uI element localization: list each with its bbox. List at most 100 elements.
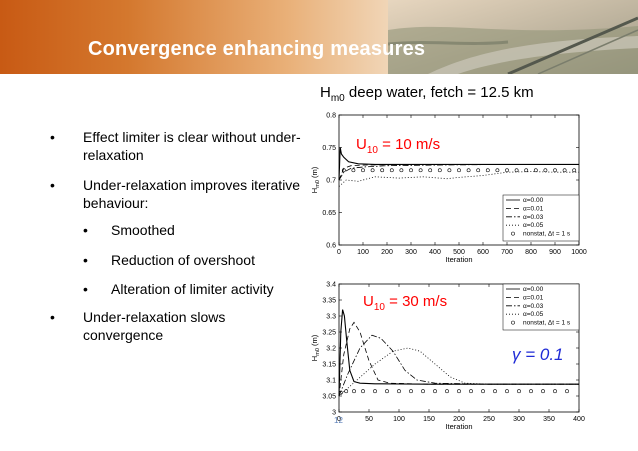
series-marker (447, 168, 452, 173)
series-marker (389, 168, 394, 173)
y-tick-label: 3.2 (326, 346, 336, 353)
series-marker (341, 168, 346, 173)
series-marker (352, 389, 356, 394)
plot-heading-main: H (320, 84, 331, 101)
series-marker (553, 168, 557, 173)
series-marker (466, 168, 471, 173)
series-line (338, 334, 579, 397)
series-marker (476, 168, 481, 173)
legend-marker (511, 231, 515, 236)
series-marker (505, 389, 509, 394)
legend-label: α=0.01 (523, 294, 544, 301)
series-marker (529, 389, 533, 394)
series-marker (380, 168, 385, 173)
series-marker (493, 389, 497, 394)
legend-label: nonstat, Δt = 1 s (523, 320, 571, 327)
y-tick-label: 0.6 (326, 243, 336, 250)
sub-bullet-text: Smoothed (111, 222, 175, 238)
x-tick-label: 800 (525, 249, 537, 256)
series-marker (370, 168, 375, 173)
y-tick-label: 3.4 (326, 282, 336, 289)
bullet-text: Effect limiter is clear without under-re… (83, 129, 301, 163)
legend-label: nonstat, Δt = 1 s (523, 231, 571, 238)
series-marker (457, 389, 461, 394)
chart-u10-10: 0 100 200 300 400 500 600 700 800 900 1000 0.6 0.65 0… (310, 113, 587, 265)
series-marker (524, 168, 529, 173)
x-tick-label: 0 (337, 416, 341, 423)
legend-marker (511, 320, 515, 325)
y-axis-label: Hm0 (m) (310, 166, 321, 193)
x-tick-label: 900 (549, 249, 561, 256)
header-photo (388, 0, 638, 74)
series-marker (572, 168, 577, 173)
bullet-glyph: • (83, 252, 88, 268)
series-marker (361, 168, 365, 173)
series-marker (428, 168, 433, 173)
y-tick-label: 0.75 (322, 145, 336, 152)
x-tick-label: 250 (483, 416, 495, 423)
series-marker (485, 168, 490, 173)
bullet-text: Under-relaxation improves iterative beha… (83, 177, 301, 211)
bullet-glyph: • (83, 222, 88, 238)
legend-box (502, 283, 580, 331)
x-tick-label: 150 (423, 416, 435, 423)
series-marker (421, 389, 425, 394)
slide-title: Convergence enhancing measures (88, 38, 426, 60)
series-marker (373, 389, 377, 394)
x-tick-label: 300 (513, 416, 525, 423)
sub-bullet-text: Reduction of overshoot (111, 252, 255, 268)
x-tick-label: 600 (477, 249, 489, 256)
series-marker (361, 389, 365, 394)
series-marker (437, 168, 442, 173)
plot-heading: Hm0 deep water, fetch = 12.5 km (320, 84, 534, 104)
series-marker (344, 389, 349, 394)
series-marker (517, 389, 521, 394)
x-tick-label: 350 (543, 416, 555, 423)
gamma-label: γ = 0.1 (512, 345, 564, 364)
chart-u10-30: 0 50 100 150 200 250 300 350 400 3 3.05 3.1 3.15 3.2 3… (310, 282, 585, 432)
series-marker (565, 389, 569, 394)
legend-label: α=0.05 (523, 311, 544, 318)
x-tick-label: 700 (501, 249, 513, 256)
bullet-glyph: • (50, 177, 55, 193)
series-marker (481, 389, 485, 394)
legend-label: α=0.01 (523, 205, 544, 212)
y-tick-label: 3.25 (322, 330, 336, 337)
series-marker (418, 168, 423, 173)
y-axis-label: Hm0 (m) (310, 334, 321, 361)
bullet-glyph: • (83, 281, 88, 297)
series-marker (553, 389, 557, 394)
x-tick-label: 500 (453, 249, 465, 256)
y-tick-label: 3.05 (322, 394, 336, 401)
sub-bullet-text: Alteration of limiter activity (111, 281, 274, 297)
series-marker (351, 168, 356, 173)
series-marker (457, 168, 461, 173)
legend-box (502, 194, 580, 242)
y-tick-label: 0.8 (326, 113, 336, 120)
series-marker (385, 389, 389, 394)
series-line (338, 171, 579, 187)
plot-heading-rest: deep water, fetch = 12.5 km (344, 84, 534, 101)
y-tick-label: 3.15 (322, 362, 336, 369)
y-tick-label: 0.65 (322, 210, 336, 217)
series-marker (495, 168, 500, 173)
y-tick-label: 3 (332, 410, 336, 417)
series-marker (397, 389, 401, 394)
series-line (338, 164, 579, 181)
legend-label: α=0.05 (523, 222, 544, 229)
series-marker (399, 168, 404, 173)
x-axis-label: Iteration (445, 255, 472, 264)
series-marker (409, 168, 413, 173)
x-tick-label: 400 (429, 249, 441, 256)
legend-label: α=0.00 (523, 286, 544, 293)
series-marker (505, 168, 509, 173)
legend-label: α=0.03 (523, 214, 544, 221)
page-number: 12 (334, 416, 343, 425)
series-marker (541, 389, 545, 394)
x-tick-label: 50 (365, 416, 373, 423)
bullet-text: Under-relaxation slows convergence (83, 309, 226, 343)
series-line (338, 164, 579, 181)
x-tick-label: 400 (573, 416, 585, 423)
x-tick-label: 1000 (571, 249, 587, 256)
series-marker (409, 389, 413, 394)
